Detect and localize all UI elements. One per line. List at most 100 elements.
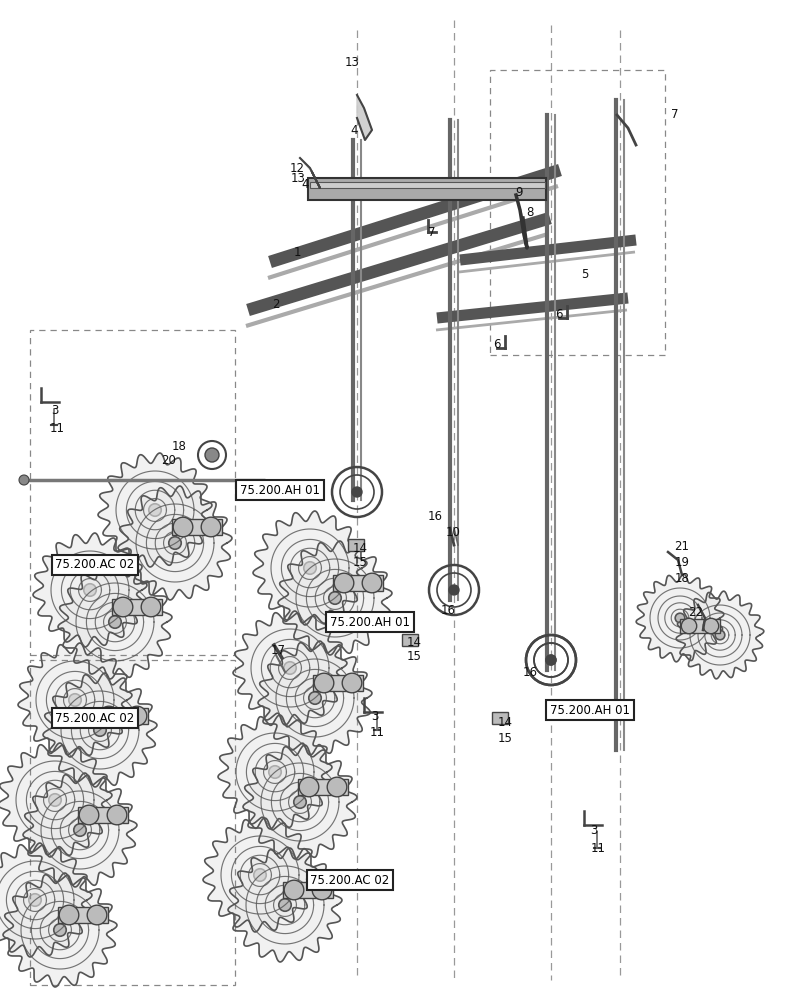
Text: 2: 2 xyxy=(272,298,280,312)
Polygon shape xyxy=(278,541,392,655)
Polygon shape xyxy=(243,745,357,859)
Circle shape xyxy=(127,706,147,726)
Polygon shape xyxy=(253,511,367,625)
Bar xyxy=(333,575,383,591)
Circle shape xyxy=(205,448,219,462)
Circle shape xyxy=(19,475,29,485)
Text: 9: 9 xyxy=(516,186,523,198)
Bar xyxy=(98,708,148,724)
Text: 13: 13 xyxy=(291,172,305,184)
Circle shape xyxy=(173,517,193,537)
Text: 14: 14 xyxy=(352,542,368,554)
Bar xyxy=(402,634,418,646)
Text: 18: 18 xyxy=(675,572,689,584)
Polygon shape xyxy=(218,715,332,829)
Polygon shape xyxy=(43,673,157,787)
Text: 15: 15 xyxy=(352,556,368,568)
Text: 14: 14 xyxy=(498,716,512,728)
Text: 22: 22 xyxy=(688,605,704,618)
Circle shape xyxy=(269,766,281,778)
Polygon shape xyxy=(18,643,132,757)
Polygon shape xyxy=(58,565,172,679)
Polygon shape xyxy=(676,591,764,679)
Polygon shape xyxy=(0,743,112,857)
Polygon shape xyxy=(3,873,117,987)
Text: 6: 6 xyxy=(493,338,501,352)
Polygon shape xyxy=(203,818,317,932)
Circle shape xyxy=(703,618,718,634)
Text: 19: 19 xyxy=(675,556,689,568)
Circle shape xyxy=(309,692,322,704)
Circle shape xyxy=(546,655,556,665)
Text: 16: 16 xyxy=(523,666,537,680)
Bar xyxy=(172,519,222,535)
Circle shape xyxy=(74,824,86,836)
Bar xyxy=(58,907,108,923)
Text: 75.200.AC 02: 75.200.AC 02 xyxy=(56,558,135,572)
Circle shape xyxy=(113,597,133,617)
Polygon shape xyxy=(516,195,527,248)
Circle shape xyxy=(87,905,107,925)
Text: 11: 11 xyxy=(369,726,385,738)
Bar xyxy=(680,619,720,633)
Circle shape xyxy=(284,880,304,900)
Circle shape xyxy=(304,562,316,574)
Circle shape xyxy=(314,673,334,693)
Circle shape xyxy=(449,585,459,595)
Circle shape xyxy=(169,537,181,549)
Circle shape xyxy=(201,517,221,537)
Circle shape xyxy=(312,880,332,900)
Circle shape xyxy=(149,504,162,516)
Text: 12: 12 xyxy=(289,161,305,174)
Polygon shape xyxy=(98,453,212,567)
Text: 4: 4 xyxy=(350,123,358,136)
Text: 16: 16 xyxy=(427,510,443,522)
Circle shape xyxy=(327,777,347,797)
Text: 3: 3 xyxy=(52,403,59,416)
Circle shape xyxy=(29,894,41,906)
Circle shape xyxy=(681,618,696,634)
Text: 75.200.AH 01: 75.200.AH 01 xyxy=(240,484,320,496)
Text: 10: 10 xyxy=(445,526,461,540)
Text: 11: 11 xyxy=(49,422,65,434)
Text: 4: 4 xyxy=(301,178,309,192)
Polygon shape xyxy=(23,773,137,887)
Polygon shape xyxy=(636,574,724,662)
Circle shape xyxy=(299,777,319,797)
Text: 75.200.AH 01: 75.200.AH 01 xyxy=(550,704,630,716)
Circle shape xyxy=(107,805,127,825)
Circle shape xyxy=(343,673,362,693)
Bar xyxy=(310,182,545,188)
Circle shape xyxy=(362,573,382,593)
Bar xyxy=(492,712,508,724)
Bar xyxy=(490,70,665,355)
Text: 7: 7 xyxy=(671,108,679,121)
Text: 1: 1 xyxy=(293,245,301,258)
Text: 18: 18 xyxy=(171,440,187,454)
Circle shape xyxy=(94,724,106,736)
Polygon shape xyxy=(233,611,347,725)
Text: 75.200.AC 02: 75.200.AC 02 xyxy=(56,712,135,724)
Text: 17: 17 xyxy=(271,644,285,656)
Text: 15: 15 xyxy=(406,650,422,662)
Text: 5: 5 xyxy=(581,268,589,282)
Circle shape xyxy=(329,592,341,604)
Text: 3: 3 xyxy=(372,710,379,724)
Circle shape xyxy=(141,597,161,617)
Circle shape xyxy=(284,662,297,674)
Text: 8: 8 xyxy=(526,206,534,219)
Circle shape xyxy=(79,805,99,825)
Bar xyxy=(348,539,364,551)
Polygon shape xyxy=(258,641,372,755)
Bar xyxy=(112,599,162,615)
Bar xyxy=(30,660,235,985)
Text: 21: 21 xyxy=(675,540,689,552)
Polygon shape xyxy=(357,95,372,140)
Circle shape xyxy=(294,796,306,808)
Polygon shape xyxy=(118,486,232,600)
Bar xyxy=(313,675,364,691)
Text: 7: 7 xyxy=(428,226,436,238)
Bar xyxy=(308,178,546,200)
Circle shape xyxy=(109,616,121,628)
Circle shape xyxy=(546,655,556,665)
